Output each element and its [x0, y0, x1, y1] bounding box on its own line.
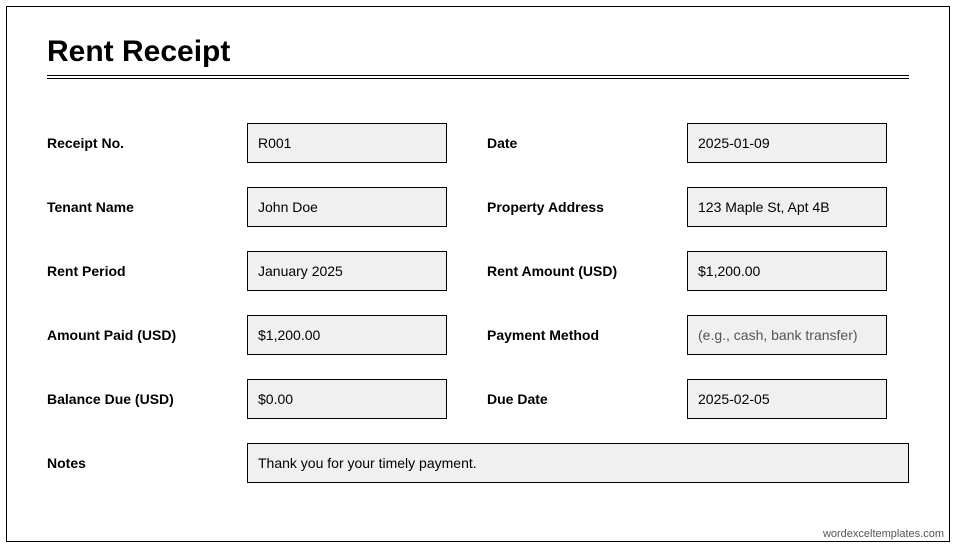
label-rent-period: Rent Period: [47, 263, 247, 279]
label-date: Date: [487, 135, 687, 151]
field-tenant-name[interactable]: John Doe: [247, 187, 447, 227]
label-receipt-no: Receipt No.: [47, 135, 247, 151]
form-grid: Receipt No. R001 Date 2025-01-09 Tenant …: [47, 123, 909, 419]
field-balance-due[interactable]: $0.00: [247, 379, 447, 419]
page-title: Rent Receipt: [47, 35, 909, 69]
label-property-address: Property Address: [487, 199, 687, 215]
field-due-date[interactable]: 2025-02-05: [687, 379, 887, 419]
receipt-frame: Rent Receipt Receipt No. R001 Date 2025-…: [6, 6, 950, 542]
field-rent-period[interactable]: January 2025: [247, 251, 447, 291]
label-payment-method: Payment Method: [487, 327, 687, 343]
label-tenant-name: Tenant Name: [47, 199, 247, 215]
footer-attribution: wordexceltemplates.com: [823, 528, 944, 540]
field-notes[interactable]: Thank you for your timely payment.: [247, 443, 909, 483]
label-balance-due: Balance Due (USD): [47, 391, 247, 407]
title-rule: [47, 75, 909, 79]
field-date[interactable]: 2025-01-09: [687, 123, 887, 163]
field-payment-method[interactable]: (e.g., cash, bank transfer): [687, 315, 887, 355]
label-notes: Notes: [47, 455, 247, 471]
field-property-address[interactable]: 123 Maple St, Apt 4B: [687, 187, 887, 227]
label-amount-paid: Amount Paid (USD): [47, 327, 247, 343]
field-receipt-no[interactable]: R001: [247, 123, 447, 163]
notes-row: Notes Thank you for your timely payment.: [47, 443, 909, 483]
label-due-date: Due Date: [487, 391, 687, 407]
field-amount-paid[interactable]: $1,200.00: [247, 315, 447, 355]
label-rent-amount: Rent Amount (USD): [487, 263, 687, 279]
field-rent-amount[interactable]: $1,200.00: [687, 251, 887, 291]
